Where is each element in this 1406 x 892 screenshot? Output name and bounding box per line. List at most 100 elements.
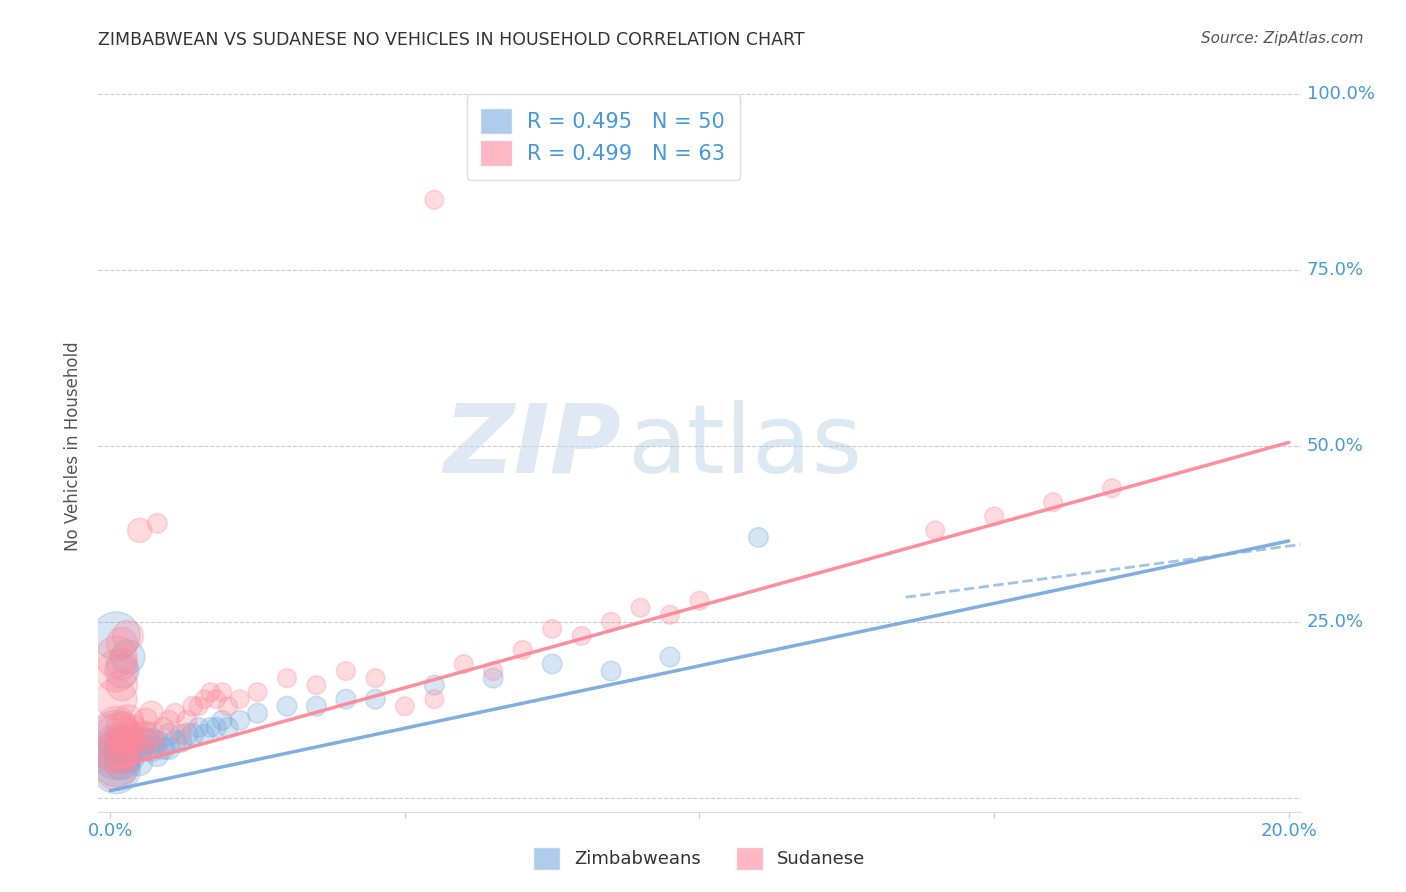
Legend: Zimbabweans, Sudanese: Zimbabweans, Sudanese bbox=[527, 840, 872, 876]
Point bbox=[146, 741, 169, 756]
Point bbox=[512, 643, 534, 657]
Point bbox=[170, 727, 193, 741]
Point bbox=[117, 629, 139, 643]
Text: ZIP: ZIP bbox=[443, 400, 621, 492]
Point bbox=[135, 727, 157, 741]
Point bbox=[205, 720, 228, 734]
Point bbox=[117, 741, 139, 756]
Text: ZIMBABWEAN VS SUDANESE NO VEHICLES IN HOUSEHOLD CORRELATION CHART: ZIMBABWEAN VS SUDANESE NO VEHICLES IN HO… bbox=[98, 31, 806, 49]
Point bbox=[141, 706, 163, 721]
Point bbox=[111, 748, 134, 763]
Point bbox=[229, 714, 252, 728]
Point bbox=[122, 720, 145, 734]
Point bbox=[246, 685, 269, 699]
Point bbox=[630, 600, 652, 615]
Point bbox=[128, 727, 150, 741]
Point bbox=[117, 748, 139, 763]
Point bbox=[305, 699, 328, 714]
Point bbox=[747, 530, 769, 544]
Point bbox=[105, 763, 128, 777]
Point bbox=[128, 741, 150, 756]
Point bbox=[193, 727, 215, 741]
Point bbox=[181, 699, 204, 714]
Point bbox=[600, 615, 623, 629]
Point bbox=[276, 699, 298, 714]
Point bbox=[105, 727, 128, 741]
Point bbox=[117, 734, 139, 748]
Point bbox=[600, 664, 623, 678]
Point bbox=[111, 664, 134, 678]
Point bbox=[135, 734, 157, 748]
Point bbox=[141, 727, 163, 741]
Point bbox=[122, 734, 145, 748]
Point bbox=[659, 607, 682, 622]
Point bbox=[217, 720, 239, 734]
Point bbox=[453, 657, 475, 671]
Point bbox=[200, 720, 222, 734]
Point bbox=[105, 727, 128, 741]
Point bbox=[571, 629, 593, 643]
Point bbox=[146, 516, 169, 531]
Point bbox=[117, 650, 139, 665]
Point bbox=[157, 741, 180, 756]
Point bbox=[205, 692, 228, 706]
Point bbox=[276, 671, 298, 685]
Text: 75.0%: 75.0% bbox=[1306, 261, 1364, 279]
Text: 25.0%: 25.0% bbox=[1306, 613, 1364, 631]
Point bbox=[193, 692, 215, 706]
Point bbox=[394, 699, 416, 714]
Point bbox=[105, 741, 128, 756]
Point bbox=[128, 756, 150, 770]
Point bbox=[688, 593, 710, 607]
Point bbox=[187, 699, 209, 714]
Point bbox=[187, 720, 209, 734]
Point bbox=[111, 734, 134, 748]
Point bbox=[423, 678, 446, 692]
Point bbox=[983, 509, 1005, 524]
Point bbox=[176, 714, 198, 728]
Text: 100.0%: 100.0% bbox=[1306, 86, 1375, 103]
Point bbox=[122, 734, 145, 748]
Point bbox=[111, 720, 134, 734]
Y-axis label: No Vehicles in Household: No Vehicles in Household bbox=[65, 341, 83, 551]
Point bbox=[128, 524, 150, 538]
Point bbox=[146, 748, 169, 763]
Point bbox=[111, 636, 134, 650]
Point bbox=[246, 706, 269, 721]
Point bbox=[146, 734, 169, 748]
Point bbox=[117, 727, 139, 741]
Point bbox=[229, 692, 252, 706]
Point bbox=[111, 734, 134, 748]
Point bbox=[423, 193, 446, 207]
Point bbox=[541, 622, 564, 636]
Point bbox=[122, 741, 145, 756]
Point bbox=[364, 671, 387, 685]
Point bbox=[659, 650, 682, 665]
Point bbox=[105, 748, 128, 763]
Point bbox=[217, 699, 239, 714]
Point bbox=[111, 741, 134, 756]
Point bbox=[135, 734, 157, 748]
Point bbox=[105, 650, 128, 665]
Point bbox=[482, 664, 505, 678]
Point bbox=[135, 714, 157, 728]
Point bbox=[170, 734, 193, 748]
Point bbox=[1042, 495, 1064, 509]
Point bbox=[163, 706, 186, 721]
Point bbox=[1101, 481, 1123, 495]
Point bbox=[176, 727, 198, 741]
Point bbox=[105, 756, 128, 770]
Point bbox=[364, 692, 387, 706]
Point bbox=[211, 685, 233, 699]
Point bbox=[335, 664, 357, 678]
Point bbox=[152, 741, 174, 756]
Text: 50.0%: 50.0% bbox=[1306, 437, 1364, 455]
Point bbox=[105, 664, 128, 678]
Point bbox=[111, 678, 134, 692]
Point bbox=[105, 720, 128, 734]
Text: atlas: atlas bbox=[627, 400, 862, 492]
Point bbox=[163, 734, 186, 748]
Point bbox=[335, 692, 357, 706]
Point bbox=[105, 692, 128, 706]
Point bbox=[157, 714, 180, 728]
